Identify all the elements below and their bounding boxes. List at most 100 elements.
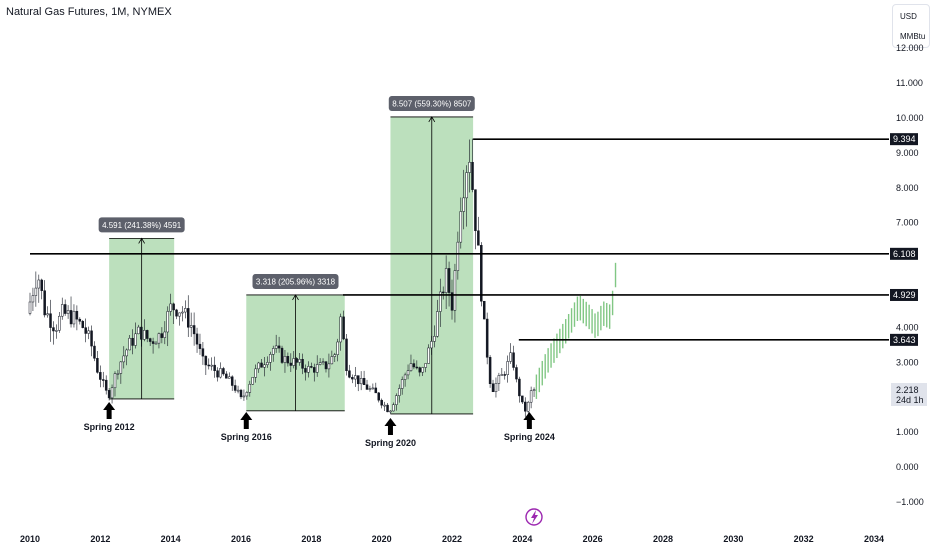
candle-body	[134, 333, 137, 346]
candle-body	[283, 356, 287, 363]
candle-body	[131, 337, 134, 346]
candle-body	[93, 345, 96, 359]
candle-body	[321, 361, 325, 363]
candle-body	[477, 230, 480, 246]
candles	[28, 138, 536, 417]
candle-body	[318, 362, 322, 365]
y-tick-label: 11.000	[896, 78, 923, 88]
candle-body	[198, 343, 202, 349]
candle-body	[480, 245, 483, 302]
candle-body	[260, 362, 263, 368]
candle-body	[383, 404, 386, 407]
candle-body	[497, 375, 501, 384]
candle-body	[503, 374, 506, 376]
candle-body	[485, 318, 489, 358]
y-tick-label: 1.000	[896, 427, 919, 437]
candle-body	[99, 372, 102, 380]
candle-body	[116, 373, 120, 375]
candle-body	[427, 347, 430, 364]
measure-label: 3.318 (205.96%) 3318	[256, 277, 336, 286]
candle-body	[441, 291, 445, 294]
candle-body	[377, 392, 380, 401]
candle-body	[386, 404, 389, 413]
candle-body	[236, 389, 240, 392]
measure-label: 8.507 (559.30%) 8507	[392, 99, 472, 108]
measure-label-bg	[388, 95, 475, 111]
candle-body	[266, 362, 269, 366]
annotation-label: Spring 2016	[221, 432, 272, 442]
candle-body	[430, 341, 433, 349]
candle-body	[345, 338, 348, 372]
level-tag-label: 9.394	[893, 134, 916, 144]
candle-body	[213, 364, 216, 371]
candle-body	[233, 385, 237, 391]
x-tick-label: 2026	[583, 534, 603, 544]
candle-body	[362, 378, 366, 385]
candle-body	[34, 287, 38, 296]
candle-body	[509, 352, 512, 362]
candle-body	[49, 313, 52, 328]
candle-body	[245, 392, 249, 397]
candle-body	[46, 313, 49, 316]
level-tag-bg	[890, 133, 918, 146]
level-tag-label: 3.643	[893, 335, 916, 345]
candle-body	[181, 311, 184, 314]
measure-boxes: 4.591 (241.38%) 4591 3.318 (205.96%) 3318…	[98, 95, 475, 415]
level-tag-bg	[890, 333, 918, 346]
candle-body	[286, 356, 290, 364]
candle-body	[58, 315, 61, 331]
arrow-up-icon	[384, 418, 397, 435]
candle-body	[400, 379, 404, 389]
candle-body	[409, 363, 413, 371]
candle-body	[336, 341, 339, 355]
candle-body	[307, 366, 310, 373]
candle-body	[119, 361, 123, 374]
candle-body	[222, 368, 225, 375]
y-tick-label: 12.000	[896, 43, 924, 53]
spring-annotations: Spring 2012 Spring 2016 Spring 2020 Spring …	[84, 402, 555, 448]
y-tick-label: 9.000	[896, 148, 919, 158]
candle-body	[418, 367, 422, 373]
bolt-icon[interactable]	[525, 508, 543, 526]
candle-body	[40, 279, 43, 291]
candle-body	[104, 379, 108, 391]
candle-body	[354, 375, 357, 380]
candle-body	[529, 390, 533, 403]
candle-body	[482, 300, 486, 320]
candle-body	[195, 333, 199, 345]
x-tick-label: 2018	[301, 534, 321, 544]
candle-body	[521, 395, 524, 403]
candle-body	[444, 268, 448, 293]
candle-body	[87, 330, 90, 334]
level-tag-label: 4.929	[893, 290, 916, 300]
level-tag-label: 6.108	[893, 249, 916, 259]
candle-body	[172, 303, 175, 311]
candle-body	[424, 363, 427, 368]
candle-body	[524, 401, 527, 412]
candle-body	[271, 348, 275, 355]
measure-label-bg	[98, 217, 185, 233]
x-tick-label: 2014	[161, 534, 181, 544]
y-tick-label: 0.000	[896, 462, 919, 472]
candle-body	[269, 354, 272, 363]
level-tag-bg	[890, 288, 918, 301]
candle-body	[192, 325, 196, 335]
annotation-label: Spring 2020	[365, 438, 416, 448]
candle-body	[242, 395, 246, 398]
candle-body	[60, 304, 64, 317]
unit-selector[interactable]: USD MMBtu	[892, 4, 930, 48]
candle-body	[254, 368, 257, 378]
candle-body	[359, 378, 363, 385]
candle-body	[230, 376, 234, 386]
horizontal-levels: 6.108 4.929 3.643 9.394	[30, 133, 918, 346]
candle-body	[462, 197, 465, 212]
candle-body	[494, 383, 498, 393]
candle-body	[324, 361, 328, 370]
candle-body	[187, 308, 190, 328]
candle-body	[219, 368, 222, 378]
candle-body	[52, 327, 55, 332]
candle-body	[248, 383, 252, 393]
x-tick-label: 2020	[372, 534, 392, 544]
candle-body	[228, 376, 231, 379]
